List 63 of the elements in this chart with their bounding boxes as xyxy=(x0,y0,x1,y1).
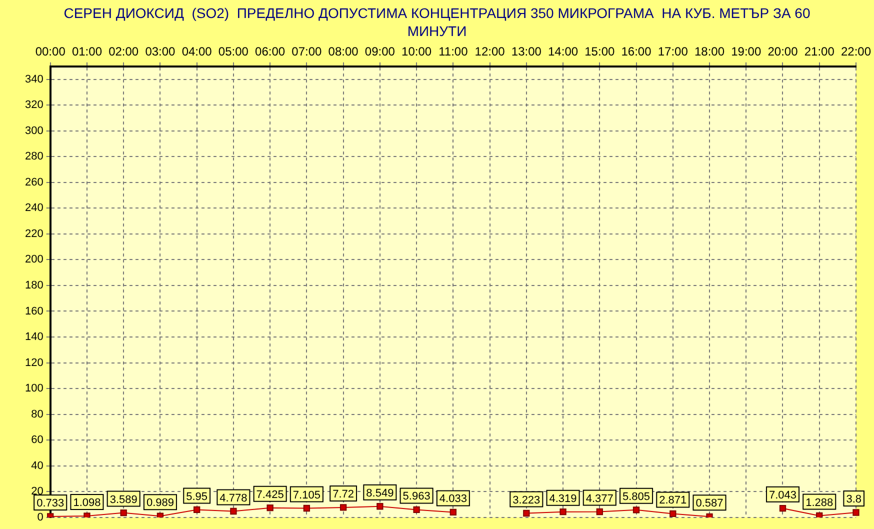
data-label: 4.377 xyxy=(586,492,614,505)
data-label: 3.589 xyxy=(110,494,138,506)
data-label: 5.805 xyxy=(622,490,650,503)
data-label: 1.288 xyxy=(806,496,834,509)
y-tick-label: 280 xyxy=(24,150,44,163)
data-label: 4.033 xyxy=(439,493,467,506)
data-label: 0.587 xyxy=(696,498,724,510)
y-tick-label: 340 xyxy=(24,73,44,86)
y-tick-label: 180 xyxy=(24,279,44,292)
x-tick-label: 22:00 xyxy=(840,44,872,59)
y-tick-label: 40 xyxy=(31,460,44,472)
x-tick-label: 10:00 xyxy=(402,44,432,59)
data-label: 0.989 xyxy=(146,497,174,510)
y-tick-label: 20 xyxy=(31,486,44,498)
x-tick-label: 16:00 xyxy=(621,44,652,59)
y-tick-label: 320 xyxy=(24,99,44,112)
data-label: 8.549 xyxy=(366,487,394,500)
y-tick-label: 160 xyxy=(24,305,44,318)
y-tick-label: 100 xyxy=(24,382,44,395)
y-tick-label: 220 xyxy=(24,228,44,240)
x-tick-label: 00:00 xyxy=(35,44,66,59)
x-tick-label: 05:00 xyxy=(218,44,249,59)
x-tick-label: 18:00 xyxy=(694,44,725,59)
data-label: 2.871 xyxy=(659,494,687,507)
data-label: 3.223 xyxy=(512,494,540,506)
data-label: 5.95 xyxy=(186,490,208,503)
x-tick-label: 01:00 xyxy=(72,44,102,59)
x-tick-label: 12:00 xyxy=(474,44,506,59)
data-label: 7.105 xyxy=(292,489,320,502)
data-label: 3.8 xyxy=(846,494,862,506)
x-tick-label: 04:00 xyxy=(182,44,212,59)
x-tick-label: 02:00 xyxy=(108,44,139,59)
data-label: 1.098 xyxy=(73,497,101,510)
x-tick-label: 17:00 xyxy=(658,44,688,59)
data-label: 0.733 xyxy=(36,497,64,510)
data-label: 7.043 xyxy=(768,489,797,502)
y-tick-label: 0 xyxy=(37,511,44,524)
x-tick-label: 13:00 xyxy=(511,44,542,59)
data-label: 7.425 xyxy=(256,488,284,501)
y-tick-label: 300 xyxy=(24,124,44,137)
x-tick-label: 21:00 xyxy=(804,44,835,59)
data-label: 5.963 xyxy=(402,490,430,503)
data-label: 4.319 xyxy=(549,492,577,505)
data-label: 7.72 xyxy=(332,488,354,500)
x-tick-label: 19:00 xyxy=(731,44,762,59)
y-tick-label: 80 xyxy=(31,408,44,420)
chart-title: СЕРЕН ДИОКСИД (SO2) ПРЕДЕЛНО ДОПУСТИМА КОНЦЕНТРАЦИЯ 350 МИКРОГРАМА НА КУБ. МЕТЪР ЗА 60 МИНУТИ xyxy=(62,4,812,41)
y-tick-label: 260 xyxy=(24,176,44,188)
x-tick-label: 15:00 xyxy=(584,44,615,59)
y-tick-label: 240 xyxy=(24,202,44,214)
y-tick-label: 200 xyxy=(24,254,44,266)
x-tick-label: 07:00 xyxy=(292,44,322,59)
x-tick-label: 08:00 xyxy=(328,44,359,59)
y-tick-label: 60 xyxy=(31,434,44,446)
x-tick-label: 14:00 xyxy=(548,44,578,59)
x-tick-label: 06:00 xyxy=(255,44,286,59)
x-tick-label: 03:00 xyxy=(145,44,176,59)
y-tick-label: 120 xyxy=(24,356,44,369)
x-tick-label: 20:00 xyxy=(768,44,798,59)
x-tick-label: 11:00 xyxy=(438,44,468,59)
y-tick-label: 140 xyxy=(24,331,44,344)
x-tick-label: 09:00 xyxy=(364,44,396,59)
data-label: 4.778 xyxy=(220,492,248,504)
